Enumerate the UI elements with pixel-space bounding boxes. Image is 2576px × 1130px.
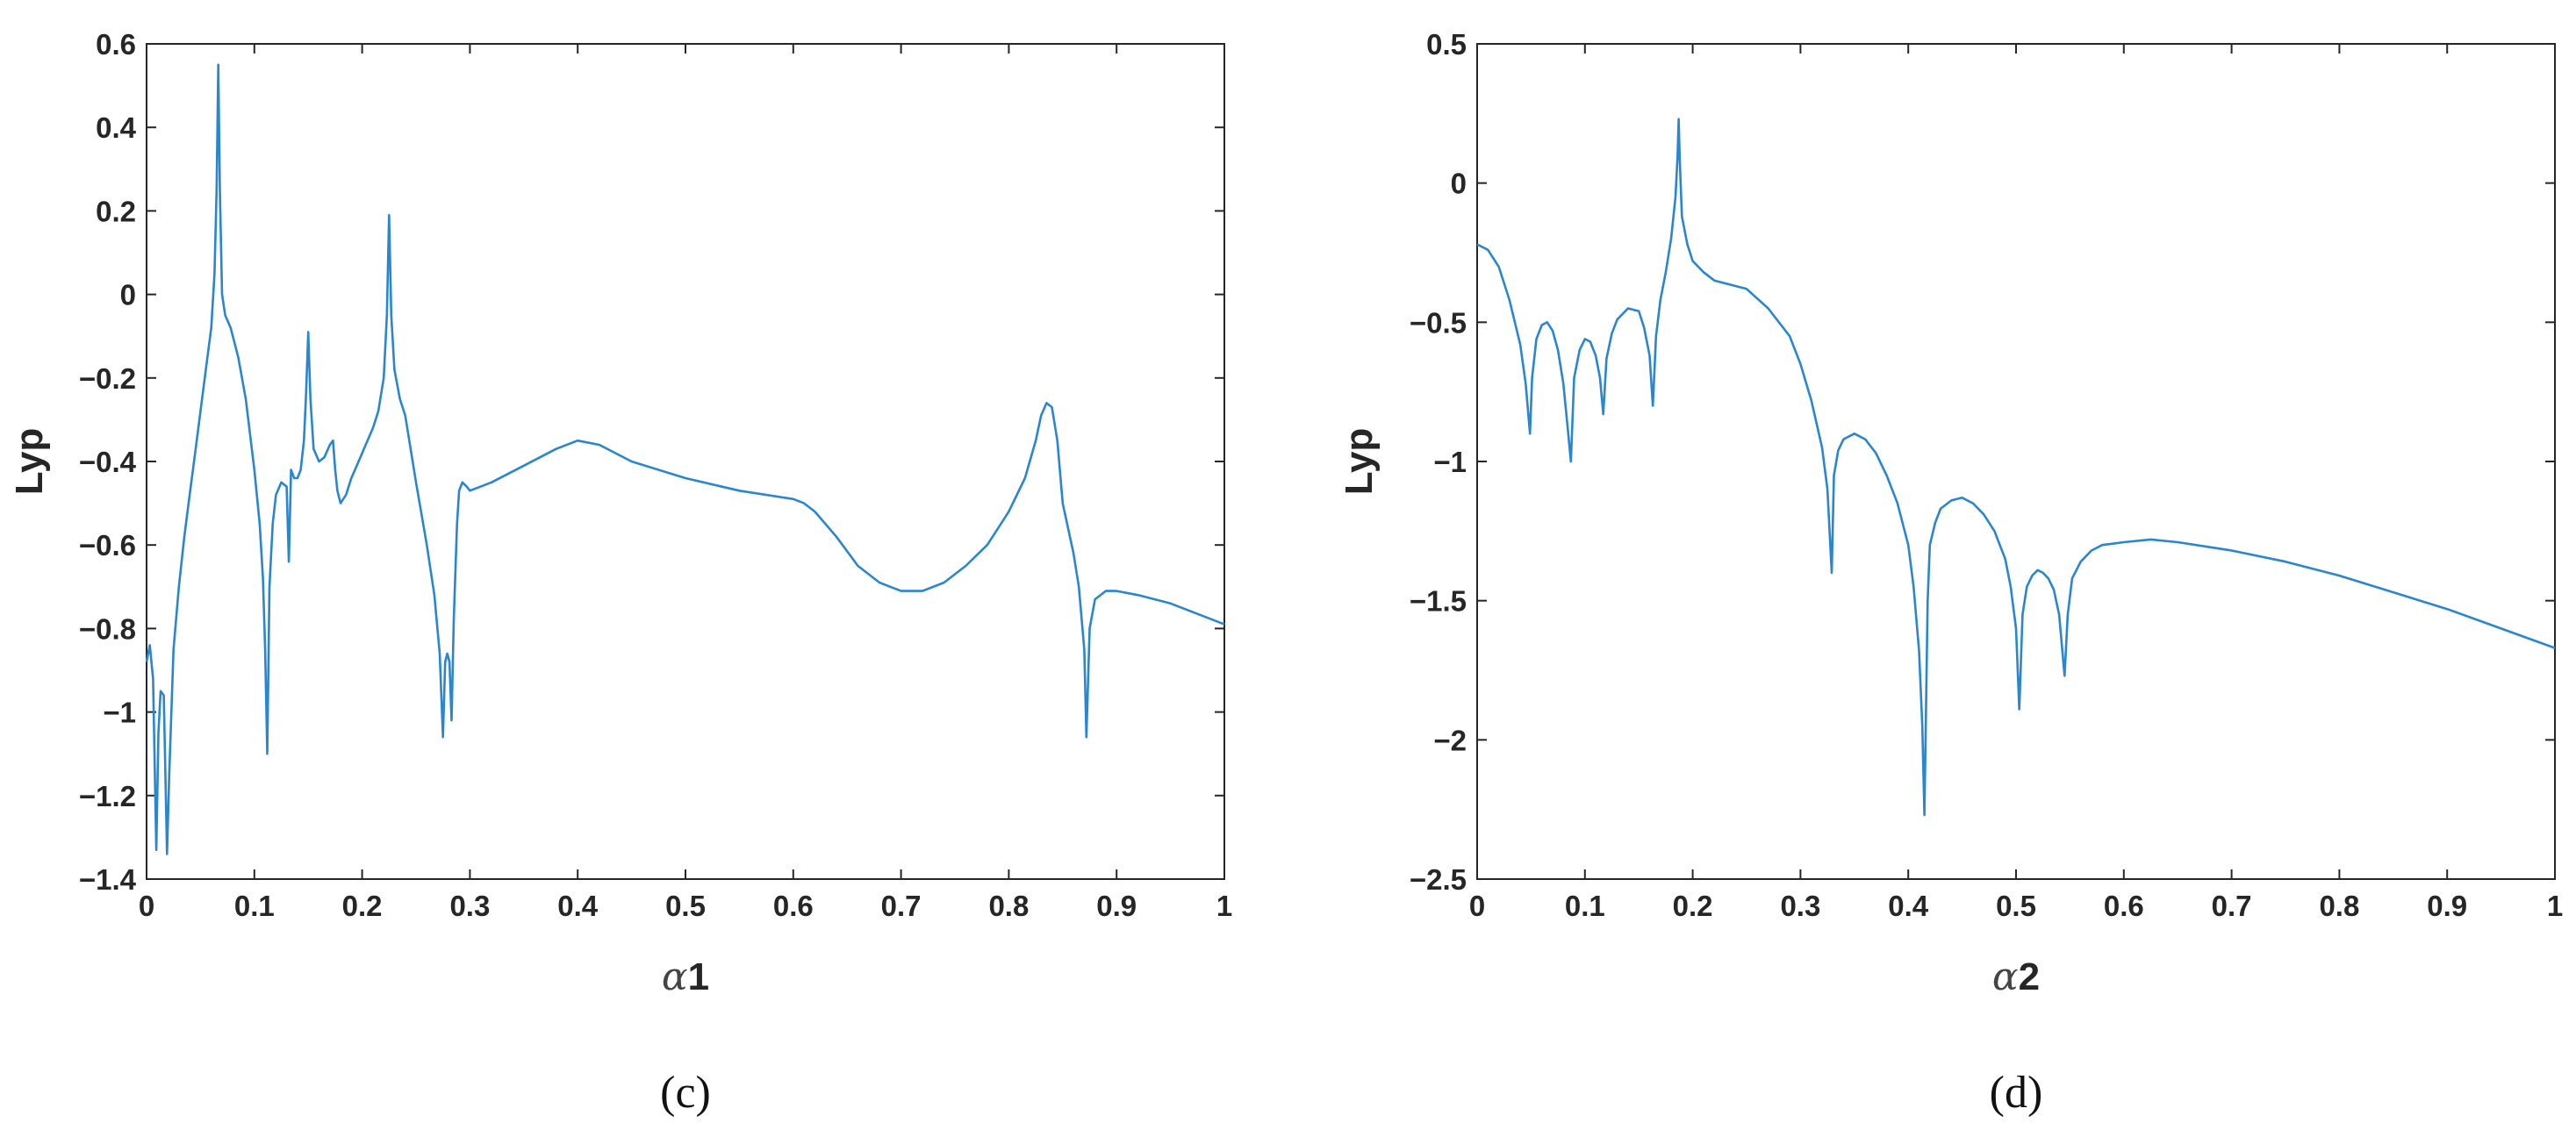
panel-c-x-tick-label: 0 xyxy=(139,890,154,922)
panel-c-caption: (c) xyxy=(660,1068,711,1118)
panel-c-y-tick-label: 0 xyxy=(120,279,136,311)
panel-c-y-tick-label: −1.2 xyxy=(79,780,136,812)
panel-c-series-line xyxy=(145,63,1225,855)
panel-c-y-tick-label: −1 xyxy=(103,697,136,729)
panel-c-x-tick-label: 0.9 xyxy=(1096,890,1137,922)
panel-c-x-axis-label: α1 xyxy=(662,955,709,999)
panel-d-y-tick-label: 0 xyxy=(1451,168,1467,200)
panel-d-x-tick-label: 0.4 xyxy=(1888,890,1929,922)
panel-d: 0 0.1 0.2 0.3 0.4 0.5 0.6 0.7 0.8 0.9 1 0.5 0 −0.5 −1 −… xyxy=(1338,28,2563,1118)
panel-d-x-tick-label: 1 xyxy=(2547,890,2563,922)
panel-c-x-axis-symbol: α xyxy=(662,955,688,999)
panel-d-x-tick-label: 0.7 xyxy=(2212,890,2252,922)
panel-d-x-tick-label: 0.3 xyxy=(1780,890,1820,922)
panel-d-x-tick-label: 0.6 xyxy=(2104,890,2144,922)
panel-c-y-tick-label: −1.4 xyxy=(79,863,137,896)
panel-c-x-tick-label: 0.7 xyxy=(881,890,922,922)
panel-c-x-tick-label: 0.8 xyxy=(988,890,1029,922)
panel-d-x-axis-symbol: α xyxy=(1992,955,2019,999)
panel-c-x-tick-label: 1 xyxy=(1216,890,1232,922)
panel-c-ticks xyxy=(146,43,1225,880)
panel-c-y-tick-label: 0.4 xyxy=(96,111,137,144)
panel-c-y-tick-label: −0.6 xyxy=(79,529,136,561)
panel-d-x-tick-label: 0.5 xyxy=(1996,890,2036,922)
panel-c-x-tick-label: 0.5 xyxy=(665,890,706,922)
panel-d-x-tick-label: 0 xyxy=(1469,890,1485,922)
panel-c: 0 0.1 0.2 0.3 0.4 0.5 0.6 0.7 0.8 0.9 10.60.40.20−… xyxy=(8,28,1232,1118)
panel-c-x-tick-label: 0.2 xyxy=(342,890,383,922)
panel-d-x-axis-label: α2 xyxy=(1992,955,2040,999)
panel-d-series-line xyxy=(1476,118,2556,817)
panel-c-y-tick-label: −0.2 xyxy=(79,362,136,395)
panel-d-y-tick-label: −1.5 xyxy=(1410,585,1467,618)
panel-c-y-tick-label: 0.6 xyxy=(96,28,136,61)
panel-d-y-tick-label: −2.5 xyxy=(1410,863,1467,896)
panel-c-y-tick-label: −0.8 xyxy=(79,612,136,645)
panel-d-x-tick-label: 0.1 xyxy=(1565,890,1605,922)
panel-c-x-tick-label: 0.6 xyxy=(773,890,814,922)
panel-d-y-tick-label: 0.5 xyxy=(1426,28,1467,61)
panel-d-x-axis-suffix: 2 xyxy=(2019,955,2040,998)
panel-d-x-tick-label: 0.8 xyxy=(2319,890,2359,922)
panel-d-x-tick-label: 0.9 xyxy=(2427,890,2467,922)
panel-c-y-axis-label: Lyp xyxy=(8,428,51,496)
panel-d-y-axis-label: Lyp xyxy=(1338,428,1381,496)
panel-c-tick-labels: 0 0.1 0.2 0.3 0.4 0.5 0.6 0.7 0.8 0.9 10.60.40.20−… xyxy=(79,28,1232,922)
panel-d-caption: (d) xyxy=(1990,1068,2043,1118)
panel-d-y-tick-label: −1 xyxy=(1433,446,1467,478)
panel-c-x-tick-label: 0.4 xyxy=(557,890,599,922)
panel-d-y-tick-label: −0.5 xyxy=(1410,306,1467,339)
panel-d-tick-labels: 0 0.1 0.2 0.3 0.4 0.5 0.6 0.7 0.8 0.9 1 0.5 0 −0.5 −1 −… xyxy=(1410,28,2563,922)
panel-c-x-axis-suffix: 1 xyxy=(688,955,709,998)
panel-d-x-tick-label: 0.2 xyxy=(1673,890,1713,922)
panel-d-ticks xyxy=(1476,43,2556,880)
panel-c-y-tick-label: −0.4 xyxy=(79,446,137,478)
panel-d-y-tick-label: −2 xyxy=(1433,724,1467,756)
panel-c-x-tick-label: 0.3 xyxy=(449,890,490,922)
panel-c-x-tick-label: 0.1 xyxy=(234,890,275,922)
panel-c-y-tick-label: 0.2 xyxy=(96,195,136,227)
